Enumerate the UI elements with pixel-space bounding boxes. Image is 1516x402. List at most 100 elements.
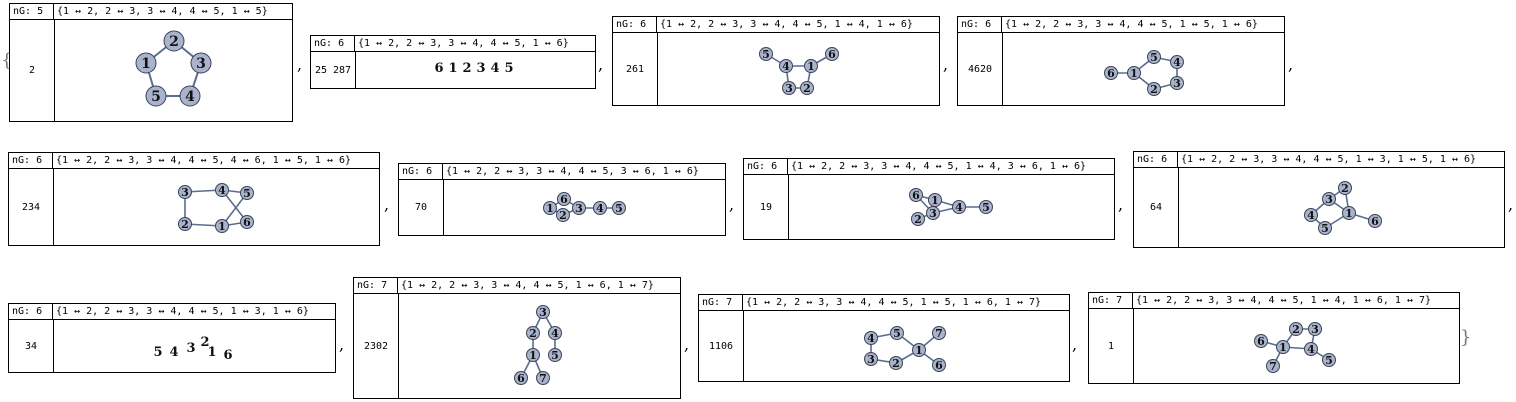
graph-node xyxy=(556,208,570,222)
graph-node-label: 2 xyxy=(529,327,537,340)
graph-node xyxy=(240,215,254,229)
list-separator: , xyxy=(1072,335,1078,354)
card-header: nG: 7 {1 ↔ 2, 2 ↔ 3, 3 ↔ 4, 4 ↔ 5, 1 ↔ 5,… xyxy=(699,295,1069,311)
graph-count: 1 xyxy=(1089,309,1134,383)
graph-count: 25 287 xyxy=(311,52,356,88)
graph-node-label: 4 xyxy=(955,201,963,214)
graph-node-label: 5 xyxy=(151,89,161,105)
list-separator: , xyxy=(1288,55,1294,74)
graph-node-label: 4 xyxy=(867,332,875,345)
graph-card: nG: 7 {1 ↔ 2, 2 ↔ 3, 3 ↔ 4, 4 ↔ 5, 1 ↔ 6,… xyxy=(353,277,681,399)
graph-node-label: 1 xyxy=(207,345,216,360)
graph-node xyxy=(593,201,607,215)
graph-node-label: 6 xyxy=(935,359,943,372)
graph-node xyxy=(1322,353,1336,367)
graph-node xyxy=(800,81,814,95)
node-count-label: nG: 5 xyxy=(10,4,54,19)
edge-list: {1 ↔ 2, 2 ↔ 3, 3 ↔ 4, 4 ↔ 5, 3 ↔ 6, 1 ↔ … xyxy=(446,166,699,177)
graph-node xyxy=(1308,322,1322,336)
graph-node xyxy=(548,348,562,362)
edge-list: {1 ↔ 2, 2 ↔ 3, 3 ↔ 4, 4 ↔ 5, 1 ↔ 4, 3 ↔ … xyxy=(791,161,1087,172)
card-header: nG: 6 {1 ↔ 2, 2 ↔ 3, 3 ↔ 4, 4 ↔ 5, 1 ↔ 4,… xyxy=(744,159,1114,175)
edge-list: {1 ↔ 2, 2 ↔ 3, 3 ↔ 4, 4 ↔ 5, 1 ↔ 6, 1 ↔ … xyxy=(401,280,654,291)
edge-list: {1 ↔ 2, 2 ↔ 3, 3 ↔ 4, 4 ↔ 5, 1 ↔ 4, 1 ↔ … xyxy=(660,19,913,30)
graph-node xyxy=(932,358,946,372)
graph-node xyxy=(1170,76,1184,90)
graph-node xyxy=(1276,340,1290,354)
graph-node xyxy=(890,326,904,340)
graph-node-label: 5 xyxy=(615,202,623,215)
graph-svg: 54 16 3 2 xyxy=(759,47,839,95)
graph-node-label: 3 xyxy=(1311,323,1319,336)
graph-node-label: 5 xyxy=(504,61,513,76)
graph-card: nG: 6 {1 ↔ 2, 2 ↔ 3, 3 ↔ 4, 4 ↔ 5, 1 ↔ 4,… xyxy=(612,16,940,106)
graph-node xyxy=(1304,208,1318,222)
list-separator: , xyxy=(384,195,390,214)
graph-node xyxy=(1368,214,1382,228)
graph-node-label: 2 xyxy=(1341,182,1349,195)
graph-node-label: 6 xyxy=(828,48,836,61)
graph-node-label: 5 xyxy=(893,327,901,340)
graph-svg: 1 2 3 4 5 xyxy=(135,30,212,107)
graph-node xyxy=(804,59,818,73)
graph-node xyxy=(1104,66,1118,80)
graph-node xyxy=(135,52,157,74)
graph-node xyxy=(179,85,201,107)
graph-node-label: 6 xyxy=(1107,67,1115,80)
graph-drawing: 3 4 5 2 1 6 xyxy=(54,169,379,245)
graph-node xyxy=(536,371,550,385)
edge-list: {1 ↔ 2, 2 ↔ 3, 3 ↔ 4, 4 ↔ 5, 1 ↔ 6} xyxy=(358,38,569,49)
graph-node xyxy=(572,201,586,215)
graph-node xyxy=(145,85,167,107)
card-header: nG: 6 {1 ↔ 2, 2 ↔ 3, 3 ↔ 4, 4 ↔ 5, 3 ↔ 6,… xyxy=(399,164,725,180)
graph-node-label: 6 xyxy=(560,193,568,206)
node-count-label: nG: 6 xyxy=(613,17,657,32)
graph-card: nG: 6 {1 ↔ 2, 2 ↔ 3, 3 ↔ 4, 4 ↔ 5, 1 ↔ 5,… xyxy=(957,16,1285,106)
list-separator: , xyxy=(598,55,604,74)
graph-node-label: 4 xyxy=(218,184,226,197)
list-separator: , xyxy=(943,55,949,74)
card-header: nG: 5 {1 ↔ 2, 2 ↔ 3, 3 ↔ 4, 4 ↔ 5, 1 ↔ 5} xyxy=(10,4,292,20)
card-header: nG: 6 {1 ↔ 2, 2 ↔ 3, 3 ↔ 4, 4 ↔ 5, 1 ↔ 5,… xyxy=(958,17,1284,33)
graph-node-label: 6 xyxy=(434,61,443,76)
graph-count: 4620 xyxy=(958,33,1003,105)
graph-node-label: 5 xyxy=(762,48,770,61)
graph-node xyxy=(1338,181,1352,195)
graph-node-label: 4 xyxy=(782,60,790,73)
graph-node-label: 3 xyxy=(575,202,583,215)
graph-node-label: 2 xyxy=(1292,323,1300,336)
node-count-label: nG: 7 xyxy=(1089,293,1133,308)
graph-node-label: 3 xyxy=(867,353,875,366)
edge-list: {1 ↔ 2, 2 ↔ 3, 3 ↔ 4, 4 ↔ 5, 4 ↔ 6, 1 ↔ … xyxy=(56,155,352,166)
graph-node xyxy=(864,331,878,345)
graph-node-label: 3 xyxy=(539,306,547,319)
graph-node-label: 5 xyxy=(153,345,162,360)
graph-node-label: 7 xyxy=(935,327,943,340)
node-count-label: nG: 6 xyxy=(958,17,1002,32)
graph-node-label: 1 xyxy=(141,56,151,72)
graph-node xyxy=(526,348,540,362)
card-header: nG: 6 {1 ↔ 2, 2 ↔ 3, 3 ↔ 4, 4 ↔ 5, 1 ↔ 3,… xyxy=(9,304,335,320)
node-count-label: nG: 6 xyxy=(1134,152,1178,167)
graph-node-label: 4 xyxy=(551,327,559,340)
open-brace: { xyxy=(1,50,13,71)
graph-node-label: 4 xyxy=(596,202,604,215)
graph-node-label: 6 xyxy=(243,216,251,229)
graph-card: nG: 6 {1 ↔ 2, 2 ↔ 3, 3 ↔ 4, 4 ↔ 5, 1 ↔ 6}… xyxy=(310,35,596,89)
graph-svg: 4 5 7 3 2 16 xyxy=(864,326,946,372)
graph-card: nG: 7 {1 ↔ 2, 2 ↔ 3, 3 ↔ 4, 4 ↔ 5, 1 ↔ 5,… xyxy=(698,294,1070,382)
graph-card: nG: 5 {1 ↔ 2, 2 ↔ 3, 3 ↔ 4, 4 ↔ 5, 1 ↔ 5}… xyxy=(9,3,293,122)
graph-svg: 2 3 6 1 4 7 5 xyxy=(1254,322,1336,373)
graph-node-label: 6 xyxy=(1371,215,1379,228)
graph-card: nG: 6 {1 ↔ 2, 2 ↔ 3, 3 ↔ 4, 4 ↔ 5, 1 ↔ 3,… xyxy=(1133,151,1505,248)
graph-node-label: 3 xyxy=(785,82,793,95)
graph-node xyxy=(557,192,571,206)
graph-node xyxy=(1127,66,1141,80)
